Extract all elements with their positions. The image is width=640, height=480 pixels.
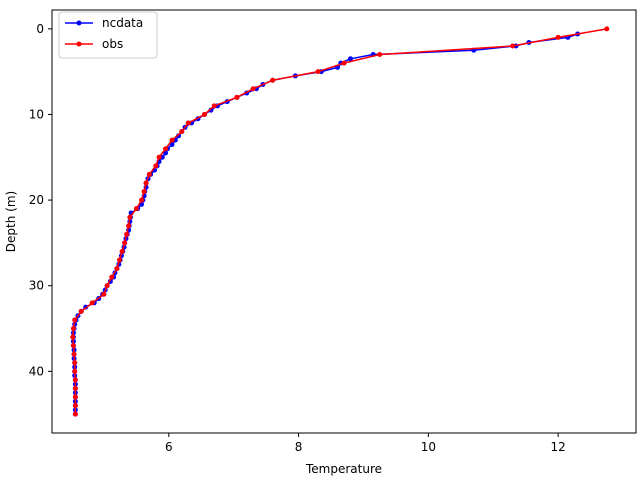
data-point-obs xyxy=(89,300,95,306)
data-point-obs xyxy=(78,308,84,314)
data-point-ncdata xyxy=(169,141,175,147)
x-axis-label: Temperature xyxy=(305,462,382,476)
data-point-obs xyxy=(109,274,115,280)
y-axis-label: Depth (m) xyxy=(4,191,18,252)
data-point-obs xyxy=(250,86,256,92)
data-point-obs xyxy=(116,257,122,263)
data-point-obs xyxy=(201,111,207,117)
x-axis-ticks: 6 8 10 12 xyxy=(165,433,566,454)
legend-obs-marker xyxy=(76,41,82,47)
data-point-obs xyxy=(211,103,217,109)
y-axis-ticks: 0 10 20 30 40 xyxy=(29,22,52,378)
x-tick-label: 8 xyxy=(295,440,303,454)
data-point-obs xyxy=(72,377,78,383)
data-point-obs xyxy=(163,146,169,152)
data-point-obs xyxy=(72,317,78,323)
data-point-obs xyxy=(71,351,77,357)
y-tick-label: 10 xyxy=(29,107,44,121)
x-tick-label: 10 xyxy=(421,440,436,454)
data-point-obs xyxy=(124,231,130,237)
data-point-obs xyxy=(510,43,516,49)
data-point-obs xyxy=(179,129,185,135)
data-point-obs xyxy=(133,206,139,212)
data-point-obs xyxy=(555,34,561,40)
data-point-obs xyxy=(122,240,128,246)
data-point-obs xyxy=(604,26,610,32)
data-point-obs xyxy=(101,291,107,297)
y-tick-label: 20 xyxy=(29,193,44,207)
data-point-obs xyxy=(127,214,133,220)
data-point-obs xyxy=(72,411,78,417)
data-point-obs xyxy=(70,334,76,340)
data-point-obs xyxy=(153,163,159,169)
legend: ncdata obs xyxy=(58,11,158,59)
data-point-obs xyxy=(146,171,152,177)
data-point-obs xyxy=(114,266,120,272)
data-point-obs xyxy=(315,69,321,75)
data-point-obs xyxy=(126,223,132,229)
plot-frame xyxy=(51,9,637,434)
data-point-obs xyxy=(270,77,276,83)
data-point-obs xyxy=(72,394,78,400)
y-tick-label: 30 xyxy=(29,279,44,293)
data-point-obs xyxy=(141,189,147,195)
data-point-obs xyxy=(72,368,78,374)
data-point-obs xyxy=(234,94,240,100)
data-point-obs xyxy=(72,385,78,391)
data-point-obs xyxy=(139,197,145,203)
legend-obs-label: obs xyxy=(102,37,123,51)
series-layer xyxy=(70,26,610,417)
series-obs xyxy=(70,26,610,417)
data-point-obs xyxy=(70,326,76,332)
data-point-ncdata xyxy=(163,150,169,156)
data-point-obs xyxy=(185,120,191,126)
data-point-obs xyxy=(341,60,347,66)
legend-ncdata-marker xyxy=(76,20,82,26)
plot-area xyxy=(52,10,636,433)
data-point-obs xyxy=(70,343,76,349)
data-point-obs xyxy=(119,248,125,254)
series-line-obs xyxy=(72,28,607,415)
data-point-obs xyxy=(104,283,110,289)
y-tick-label: 40 xyxy=(29,364,44,378)
data-point-obs xyxy=(169,137,175,143)
data-point-obs xyxy=(72,360,78,366)
x-tick-label: 12 xyxy=(550,440,565,454)
data-point-obs xyxy=(377,52,383,58)
legend-ncdata-label: ncdata xyxy=(102,16,143,30)
data-point-obs xyxy=(156,154,162,160)
data-point-obs xyxy=(143,180,149,186)
data-point-ncdata xyxy=(347,56,353,62)
y-tick-label: 0 xyxy=(36,22,44,36)
data-point-obs xyxy=(72,403,78,409)
x-tick-label: 6 xyxy=(165,440,173,454)
